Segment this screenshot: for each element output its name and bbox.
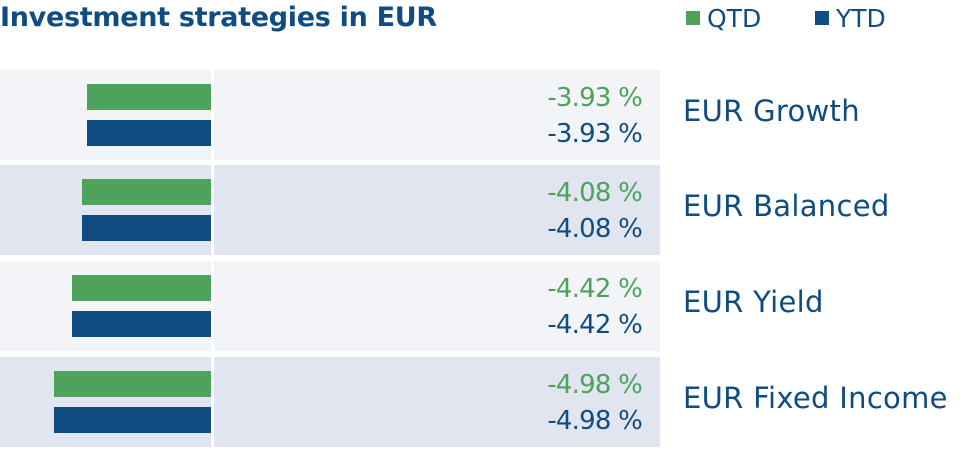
legend-item-ytd: YTD: [815, 0, 886, 36]
value-label-ytd: -4.08 %: [547, 214, 642, 244]
zero-axis-divider: [211, 70, 214, 160]
chart-row: -4.42 % -4.42 %: [0, 261, 660, 351]
chart-row: -3.93 % -3.93 %: [0, 70, 660, 160]
legend-item-qtd: QTD: [686, 0, 761, 36]
category-label: EUR Fixed Income: [683, 381, 948, 415]
bar-ytd: [54, 407, 211, 433]
bar-qtd: [71, 275, 211, 301]
value-label-qtd: -4.42 %: [547, 274, 642, 304]
bar-ytd: [82, 215, 211, 241]
value-label-qtd: -4.98 %: [547, 370, 642, 400]
value-label-ytd: -3.93 %: [547, 119, 642, 149]
category-label: EUR Balanced: [683, 189, 890, 223]
chart-row: -4.08 % -4.08 %: [0, 165, 660, 255]
bar-qtd: [54, 371, 211, 397]
bar-qtd: [82, 179, 211, 205]
chart-title: Investment strategies in EUR: [0, 2, 437, 33]
category-label: EUR Growth: [683, 94, 860, 128]
chart-legend: QTD YTD: [0, 0, 966, 36]
legend-swatch: [686, 11, 700, 25]
value-label-qtd: -3.93 %: [547, 83, 642, 113]
bar-ytd: [71, 311, 211, 337]
zero-axis-divider: [211, 261, 214, 351]
zero-axis-divider: [211, 165, 214, 255]
category-label: EUR Yield: [683, 285, 824, 319]
bar-ytd: [87, 120, 211, 146]
value-label-ytd: -4.98 %: [547, 406, 642, 436]
value-label-qtd: -4.08 %: [547, 178, 642, 208]
chart-row: -4.98 % -4.98 %: [0, 357, 660, 447]
bar-qtd: [87, 84, 211, 110]
value-label-ytd: -4.42 %: [547, 310, 642, 340]
legend-label: YTD: [836, 3, 886, 33]
zero-axis-divider: [211, 357, 214, 447]
legend-label: QTD: [707, 3, 762, 33]
legend-swatch: [815, 11, 829, 25]
